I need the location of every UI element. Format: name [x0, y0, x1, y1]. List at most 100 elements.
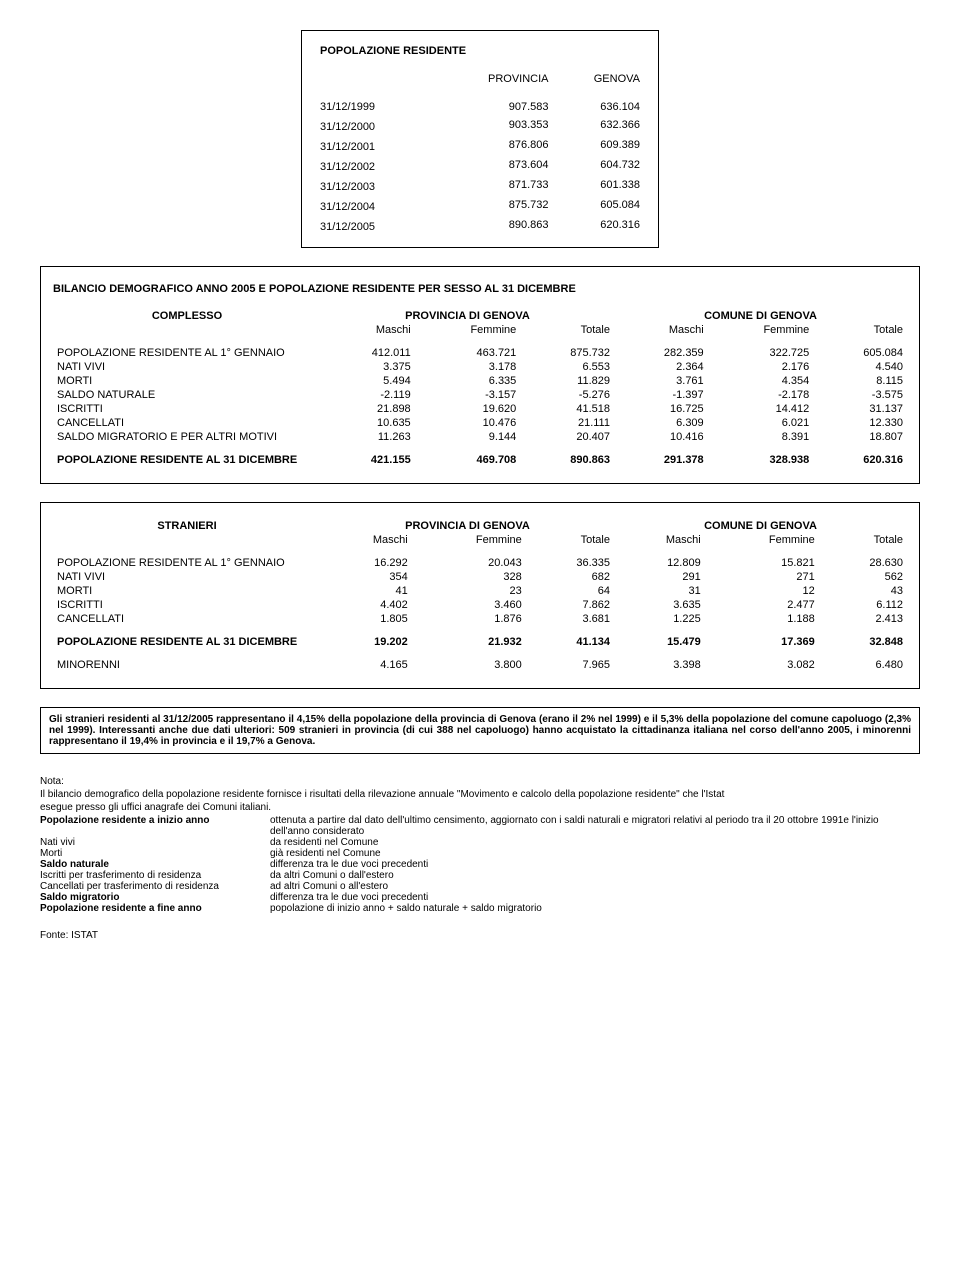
data-cell: 4.402 [321, 598, 412, 612]
total-cell: 3.800 [412, 658, 526, 672]
data-cell: 14.412 [708, 402, 814, 416]
summary-col2: GENOVA [549, 71, 641, 87]
subheader-cell: Totale [526, 533, 614, 547]
data-cell: 5.494 [321, 374, 415, 388]
top-row-label: 31/12/2004 [320, 195, 429, 215]
data-cell: -1.397 [614, 388, 708, 402]
data-cell: 15.821 [705, 556, 819, 570]
def-desc: da residenti nel Comune [270, 837, 920, 848]
data-cell: 291 [614, 570, 705, 584]
data-cell: 875.732 [520, 346, 614, 360]
total-cell: 3.082 [705, 658, 819, 672]
total-cell: 41.134 [526, 635, 614, 649]
top-row-label: 31/12/2005 [320, 215, 429, 235]
def-desc: differenza tra le due voci precedenti [270, 892, 920, 903]
data-cell: 9.144 [415, 430, 521, 444]
data-cell: 41 [321, 584, 412, 598]
top-row-label: 31/12/1999 [320, 99, 429, 115]
data-cell: 6.335 [415, 374, 521, 388]
def-desc: ad altri Comuni o all'estero [270, 881, 920, 892]
data-cell: 6.021 [708, 416, 814, 430]
data-cell: 1.876 [412, 612, 526, 626]
data-cell: 605.084 [813, 346, 907, 360]
total-cell: 4.165 [321, 658, 412, 672]
data-cell: 21.111 [520, 416, 614, 430]
top-row-label: 31/12/2001 [320, 135, 429, 155]
data-cell: -3.575 [813, 388, 907, 402]
data-cell: 21.898 [321, 402, 415, 416]
data-cell: 11.263 [321, 430, 415, 444]
data-row-label: NATI VIVI [53, 360, 321, 374]
top-row-label: 31/12/2002 [320, 155, 429, 175]
data-cell: 682 [526, 570, 614, 584]
data-row-label: NATI VIVI [53, 570, 321, 584]
total-cell: 890.863 [520, 453, 614, 467]
data-cell: 8.115 [813, 374, 907, 388]
data-row-label: CANCELLATI [53, 416, 321, 430]
section1-title: BILANCIO DEMOGRAFICO ANNO 2005 E POPOLAZ… [53, 283, 907, 295]
section1-group2: COMUNE DI GENOVA [614, 309, 907, 323]
data-cell: 20.043 [412, 556, 526, 570]
top-row-label: 31/12/2003 [320, 175, 429, 195]
top-row-v1: 907.583 [429, 99, 549, 115]
data-cell: 282.359 [614, 346, 708, 360]
data-cell: -2.178 [708, 388, 814, 402]
total-cell: 17.369 [705, 635, 819, 649]
data-cell: 3.178 [415, 360, 521, 374]
stranieri-box: STRANIERI PROVINCIA DI GENOVA COMUNE DI … [40, 502, 920, 689]
top-row-v2: 609.389 [549, 135, 641, 155]
def-term: Popolazione residente a fine anno [40, 903, 270, 914]
data-cell: 328 [412, 570, 526, 584]
total-cell: 620.316 [813, 453, 907, 467]
data-cell: 6.553 [520, 360, 614, 374]
top-row-v1: 873.604 [429, 155, 549, 175]
data-cell: 41.518 [520, 402, 614, 416]
note-box: Gli stranieri residenti al 31/12/2005 ra… [40, 707, 920, 754]
data-cell: 3.681 [526, 612, 614, 626]
summary-col1: PROVINCIA [429, 71, 549, 87]
data-cell: 271 [705, 570, 819, 584]
total-cell: 421.155 [321, 453, 415, 467]
data-cell: 23 [412, 584, 526, 598]
subheader-cell: Maschi [321, 323, 415, 337]
data-cell: 4.540 [813, 360, 907, 374]
subheader-cell: Femmine [705, 533, 819, 547]
data-cell: 31 [614, 584, 705, 598]
def-term: Popolazione residente a inizio anno [40, 815, 270, 837]
data-cell: 28.630 [819, 556, 907, 570]
data-cell: 322.725 [708, 346, 814, 360]
def-desc: differenza tra le due voci precedenti [270, 859, 920, 870]
data-row-label: CANCELLATI [53, 612, 321, 626]
data-cell: 11.829 [520, 374, 614, 388]
data-cell: 4.354 [708, 374, 814, 388]
data-row-label: ISCRITTI [53, 598, 321, 612]
data-cell: 354 [321, 570, 412, 584]
total-cell: 6.480 [819, 658, 907, 672]
data-cell: 1.188 [705, 612, 819, 626]
def-term: Saldo naturale [40, 859, 270, 870]
total-cell: 3.398 [614, 658, 705, 672]
subheader-cell: Femmine [412, 533, 526, 547]
data-cell: 16.292 [321, 556, 412, 570]
data-cell: -3.157 [415, 388, 521, 402]
def-desc: ottenuta a partire dal dato dell'ultimo … [270, 815, 920, 837]
data-cell: 562 [819, 570, 907, 584]
subheader-cell: Totale [520, 323, 614, 337]
def-term: Cancellati per trasferimento di residenz… [40, 881, 270, 892]
data-cell: 3.761 [614, 374, 708, 388]
data-cell: 6.309 [614, 416, 708, 430]
def-term: Nati vivi [40, 837, 270, 848]
top-row-label: 31/12/2000 [320, 115, 429, 135]
data-row-label: SALDO MIGRATORIO E PER ALTRI MOTIVI [53, 430, 321, 444]
data-cell: 3.460 [412, 598, 526, 612]
data-row-label: MORTI [53, 584, 321, 598]
data-cell: 412.011 [321, 346, 415, 360]
total-cell: 291.378 [614, 453, 708, 467]
data-cell: 3.635 [614, 598, 705, 612]
def-desc: popolazione di inizio anno + saldo natur… [270, 903, 920, 914]
top-row-v1: 871.733 [429, 175, 549, 195]
data-cell: 16.725 [614, 402, 708, 416]
data-cell: 2.477 [705, 598, 819, 612]
summary-box: POPOLAZIONE RESIDENTE PROVINCIA GENOVA 3… [301, 30, 659, 248]
total-cell: 7.965 [526, 658, 614, 672]
